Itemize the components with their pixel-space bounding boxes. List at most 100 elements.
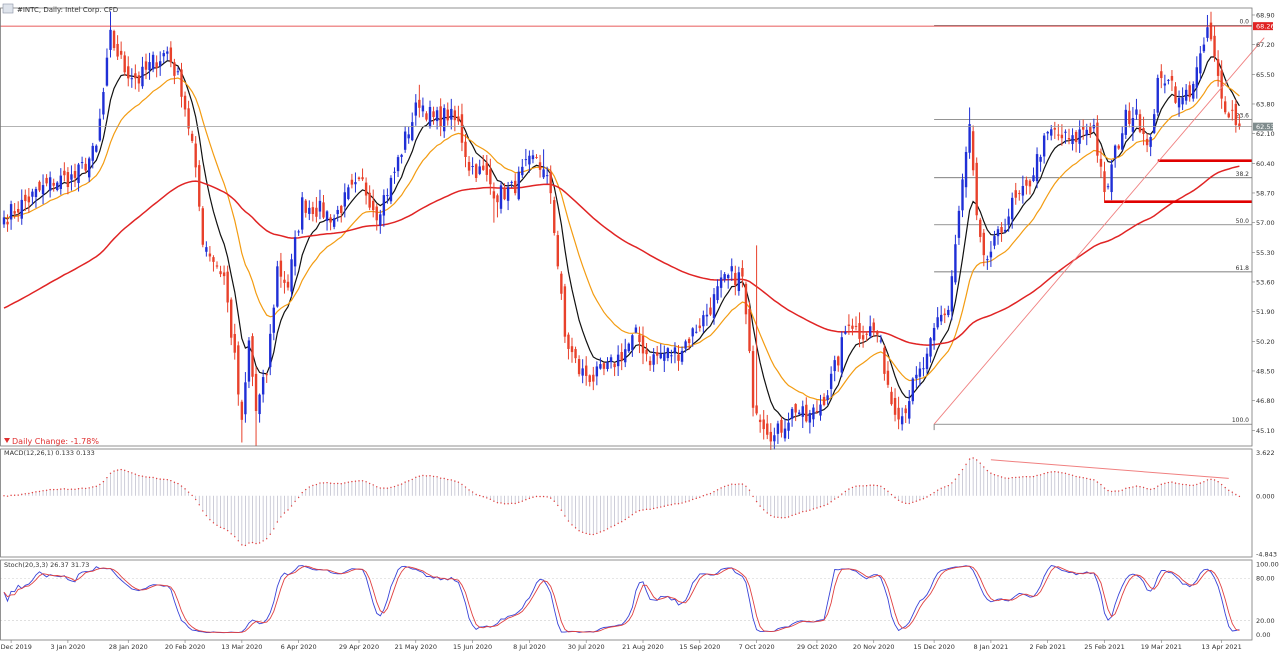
candle-body [624,349,627,363]
macd-signal-dot [773,516,776,518]
candle-body [265,374,268,376]
macd-signal-dot [784,516,786,519]
candle-body [616,354,620,367]
macd-signal-dot [759,505,761,507]
candle-body [1160,71,1163,79]
candle [1071,128,1074,151]
macd-signal-dot [688,500,690,502]
candle [1202,37,1206,53]
candle [183,91,187,117]
candle [435,106,439,130]
candle [922,357,925,377]
fib-label-100.0: 100.0 [1232,417,1249,424]
candle [467,156,471,177]
candle [1195,56,1198,99]
macd-signal-dot [244,544,247,547]
ema-line-100 [3,165,1240,346]
candle-body [322,202,325,218]
macd-signal-dot [134,473,137,475]
macd-signal-dot [869,484,871,486]
macd-signal-dot [397,484,399,486]
date-tick-label: 15 Sep 2020 [679,643,720,651]
candle [574,346,577,364]
candle [403,126,407,153]
candle [645,343,648,362]
candle [439,98,442,137]
macd-signal-dot [124,469,126,472]
macd-signal-dot [1153,487,1155,490]
macd-signal-dot [436,476,438,478]
candle-body [556,235,559,267]
stoch-label: Stoch(20,3,3) 26.37 31.73 [4,561,89,569]
candle [659,343,662,360]
macd-signal-dot [248,542,250,544]
candle-body [1121,133,1124,150]
candle-body [705,314,709,317]
candle-body [77,164,80,184]
candle [588,374,591,387]
macd-signal-dot [720,487,722,489]
candle-body [971,131,975,171]
candle [514,173,517,196]
macd-signal-dot [489,498,492,501]
candle-body [407,134,410,139]
macd-signal-dot [628,516,630,518]
candle [290,253,293,297]
date-tick-label: 19 Mar 2021 [1141,643,1182,651]
candle-body [1199,53,1202,74]
candle [656,345,659,365]
macd-signal-dot [674,503,676,505]
candle [109,11,112,58]
candle-body [840,337,843,373]
candle [1050,125,1053,141]
macd-signal-dot [983,466,985,468]
candle-body [1170,75,1174,81]
macd-signal-dot [24,493,26,495]
candle-body [542,169,545,178]
candle [535,154,538,159]
candle [517,166,520,201]
candle-body [854,325,858,327]
candle [712,288,716,325]
candle-body [343,192,346,207]
macd-signal-dot [958,473,960,476]
candle-body [1195,67,1198,88]
macd-signal-dot [862,485,864,487]
candle-body [900,416,904,425]
current-price-box [1253,122,1273,131]
candle [1053,121,1056,139]
candle-body [1025,179,1028,186]
macd-signal-dot [49,488,51,491]
macd-signal-dot [1199,482,1202,484]
down-arrow-icon [4,438,10,443]
macd-signal-dot [706,493,708,496]
macd-signal-dot [965,463,967,466]
candle-body [180,69,183,97]
macd-signal-dot [13,494,16,496]
macd-signal-dot [603,529,605,532]
macd-signal-dot [113,470,115,472]
candle-body [528,155,531,165]
candle [1149,133,1152,157]
candle-body [634,327,638,333]
macd-signal-dot [1100,483,1102,486]
candle [9,200,13,230]
macd-signal-dot [141,475,144,477]
price-tick-label: 50.20 [1256,338,1275,346]
price-tick-label: 45.10 [1256,427,1275,435]
macd-signal-dot [968,458,971,460]
macd-signal-dot [841,493,843,495]
candle-body [1096,122,1099,156]
macd-signal-dot [195,498,197,501]
candle [134,64,137,90]
candle [361,168,364,182]
candle [606,357,609,372]
candle [975,157,978,221]
candle-body [776,423,780,434]
candle [1085,123,1088,146]
macd-signal-dot [525,499,527,501]
chart-window-icon[interactable] [2,3,14,14]
candle [822,393,826,407]
candle-body [964,151,968,188]
macd-signal-dot [209,518,211,521]
